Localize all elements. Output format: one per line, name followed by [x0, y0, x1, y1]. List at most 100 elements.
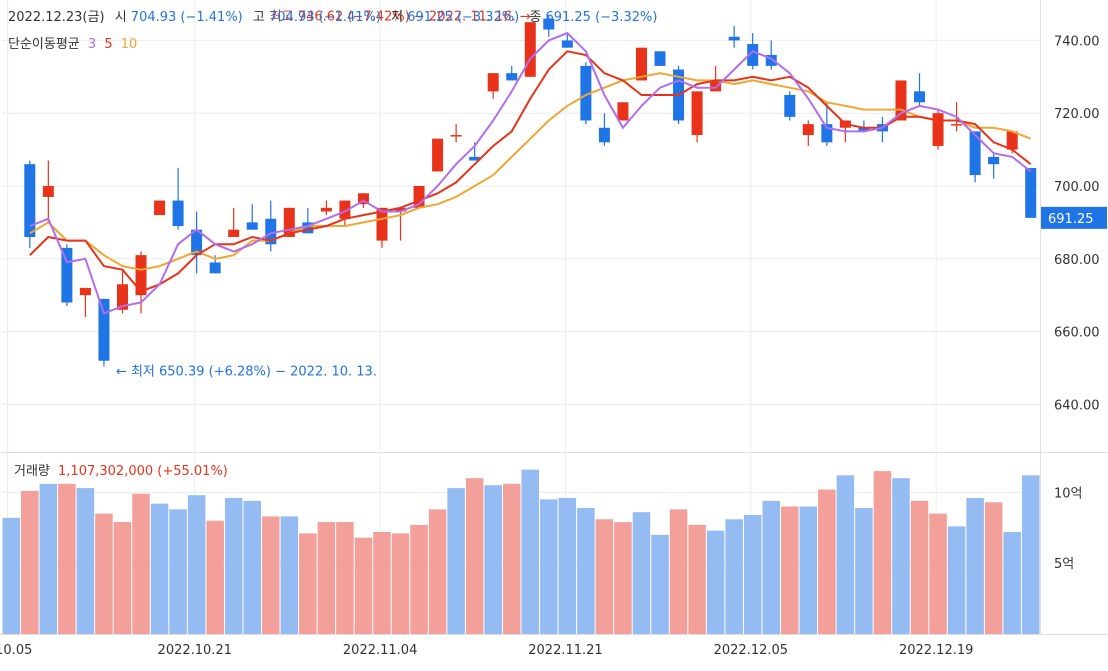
- candle-body[interactable]: [302, 222, 314, 234]
- volume-bar[interactable]: [614, 522, 632, 634]
- volume-bar[interactable]: [169, 509, 187, 634]
- volume-bar[interactable]: [317, 522, 336, 634]
- volume-bar[interactable]: [818, 489, 836, 635]
- volume-bar[interactable]: [113, 522, 132, 634]
- volume-bar[interactable]: [910, 500, 929, 634]
- candle-body[interactable]: [580, 65, 592, 121]
- candle-body[interactable]: [765, 54, 777, 66]
- volume-bar[interactable]: [224, 498, 243, 634]
- candle-body[interactable]: [79, 287, 91, 296]
- candle-body[interactable]: [209, 262, 221, 274]
- candle-body[interactable]: [802, 124, 814, 136]
- candle-body[interactable]: [135, 255, 147, 296]
- volume-bar[interactable]: [966, 498, 984, 634]
- volume-bar[interactable]: [781, 506, 799, 635]
- ma3-legend[interactable]: 3: [87, 37, 97, 52]
- volume-bar[interactable]: [725, 519, 743, 634]
- candle-body[interactable]: [339, 200, 351, 219]
- volume-bar[interactable]: [892, 478, 910, 634]
- volume-bar[interactable]: [929, 513, 947, 634]
- candle-body[interactable]: [691, 91, 703, 136]
- volume-bar[interactable]: [336, 522, 354, 634]
- volume-bar[interactable]: [187, 495, 206, 634]
- volume-bar[interactable]: [1021, 475, 1040, 634]
- volume-bar[interactable]: [280, 516, 299, 634]
- candle-body[interactable]: [617, 102, 629, 121]
- volume-bar[interactable]: [206, 520, 224, 634]
- candle-body[interactable]: [42, 186, 54, 197]
- candle-body[interactable]: [154, 200, 166, 216]
- candle-body[interactable]: [228, 229, 240, 237]
- candle-body[interactable]: [450, 135, 462, 137]
- candle-body[interactable]: [487, 73, 499, 92]
- volume-bar[interactable]: [669, 509, 688, 634]
- volume-bar[interactable]: [447, 488, 465, 634]
- candle-body[interactable]: [654, 51, 666, 66]
- volume-bar[interactable]: [1003, 532, 1021, 634]
- volume-bar[interactable]: [688, 524, 706, 634]
- candle-body[interactable]: [932, 113, 944, 146]
- volume-bar[interactable]: [428, 509, 447, 634]
- volume-bar[interactable]: [465, 478, 484, 634]
- volume-bar[interactable]: [836, 475, 855, 634]
- candle-body[interactable]: [432, 138, 444, 172]
- volume-bar[interactable]: [21, 490, 39, 634]
- candle-body[interactable]: [635, 47, 647, 81]
- volume-bar[interactable]: [558, 498, 577, 634]
- volume-bar[interactable]: [595, 519, 614, 634]
- candle-body[interactable]: [1006, 131, 1018, 150]
- volume-bar[interactable]: [743, 515, 762, 634]
- candle-body[interactable]: [951, 124, 963, 126]
- candle-body[interactable]: [61, 247, 73, 303]
- volume-bar[interactable]: [651, 534, 669, 634]
- candle-body[interactable]: [561, 40, 573, 48]
- moving-average-legend[interactable]: 단순이동평균 3 5 10: [8, 33, 137, 52]
- volume-bar[interactable]: [947, 526, 966, 634]
- volume-bar[interactable]: [299, 533, 317, 634]
- candle-body[interactable]: [988, 156, 1000, 165]
- candle-body[interactable]: [969, 131, 981, 176]
- candle-body[interactable]: [191, 229, 203, 256]
- candle-body[interactable]: [98, 298, 110, 361]
- candle-body[interactable]: [747, 44, 759, 66]
- volume-bar[interactable]: [984, 502, 1003, 634]
- candle-body[interactable]: [784, 95, 796, 117]
- volume-bar[interactable]: [76, 488, 95, 634]
- candle-body[interactable]: [858, 127, 870, 132]
- candle-body[interactable]: [320, 207, 332, 212]
- candle-body[interactable]: [895, 80, 907, 121]
- volume-bar[interactable]: [799, 506, 818, 635]
- volume-bar[interactable]: [632, 512, 651, 634]
- candle-body[interactable]: [395, 207, 407, 212]
- candle-body[interactable]: [469, 156, 481, 161]
- volume-bar[interactable]: [540, 499, 558, 634]
- volume-bar[interactable]: [150, 503, 169, 634]
- candle-body[interactable]: [116, 284, 128, 310]
- volume-bar[interactable]: [373, 532, 391, 634]
- candle-body[interactable]: [413, 186, 425, 208]
- volume-bar[interactable]: [577, 507, 595, 634]
- volume-bar[interactable]: [410, 524, 428, 634]
- volume-bar[interactable]: [873, 471, 892, 634]
- ma10-legend[interactable]: 10: [120, 37, 138, 52]
- candle-body[interactable]: [524, 22, 536, 77]
- candle-body[interactable]: [914, 91, 926, 103]
- volume-bar[interactable]: [95, 513, 113, 634]
- volume-bar[interactable]: [502, 483, 521, 634]
- candle-body[interactable]: [283, 207, 295, 237]
- candle-body[interactable]: [728, 36, 740, 41]
- volume-bar[interactable]: [58, 483, 76, 634]
- volume-bar[interactable]: [706, 530, 725, 634]
- candle-body[interactable]: [506, 73, 518, 81]
- volume-bar[interactable]: [762, 500, 780, 634]
- candle-body[interactable]: [265, 218, 277, 245]
- candle-body[interactable]: [24, 164, 36, 237]
- ma5-legend[interactable]: 5: [104, 37, 113, 52]
- candle-body[interactable]: [357, 193, 369, 205]
- volume-bar[interactable]: [391, 533, 410, 634]
- volume-bar[interactable]: [521, 469, 540, 634]
- volume-bar[interactable]: [262, 516, 280, 634]
- volume-bar[interactable]: [39, 483, 58, 634]
- volume-bar[interactable]: [354, 537, 373, 634]
